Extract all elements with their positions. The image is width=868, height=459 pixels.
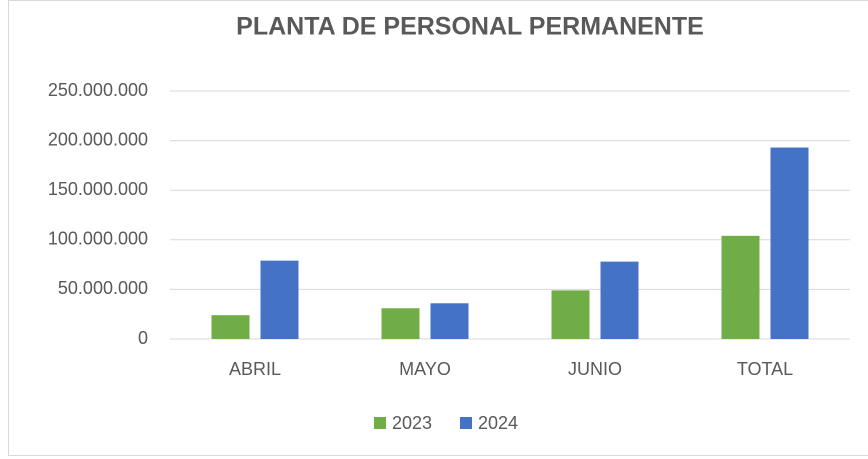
x-tick-label: JUNIO [568,359,622,379]
bar [770,147,809,339]
legend-label: 2023 [392,413,432,433]
legend-swatch [460,417,472,429]
y-tick-label: 200.000.000 [48,129,148,149]
x-tick-label: MAYO [399,359,451,379]
y-tick-label: 250.000.000 [48,80,148,100]
x-tick-label: ABRIL [229,359,281,379]
y-tick-label: 100.000.000 [48,229,148,249]
chart-frame [8,0,868,456]
bar [260,260,299,339]
y-tick-label: 150.000.000 [48,179,148,199]
bar [551,290,590,339]
bar [211,315,250,339]
bar [600,261,639,339]
legend-swatch [374,417,386,429]
bar [721,235,760,339]
y-tick-label: 0 [138,328,148,348]
bar [381,308,420,339]
legend-label: 2024 [478,413,518,433]
x-tick-label: TOTAL [737,359,793,379]
chart-title: PLANTA DE PERSONAL PERMANENTE [236,13,704,41]
bar [430,303,469,339]
y-tick-label: 50.000.000 [58,278,148,298]
